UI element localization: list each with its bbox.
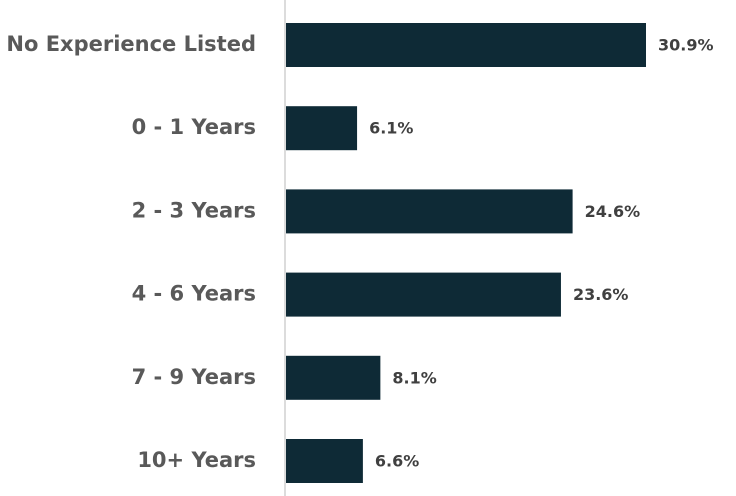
value-label: 30.9%: [658, 36, 714, 55]
bar: [286, 106, 358, 151]
category-label: 2 - 3 Years: [132, 198, 256, 222]
value-label: 24.6%: [585, 202, 641, 221]
bar: [286, 189, 573, 234]
category-label: 0 - 1 Years: [132, 115, 256, 139]
value-label: 8.1%: [392, 368, 436, 387]
value-label: 6.1%: [369, 119, 413, 138]
category-label: 4 - 6 Years: [132, 282, 256, 306]
bar: [286, 355, 381, 400]
value-label: 23.6%: [573, 285, 629, 304]
category-label: 7 - 9 Years: [132, 365, 256, 389]
category-label: No Experience Listed: [6, 32, 256, 56]
category-label: 10+ Years: [137, 448, 256, 472]
bar: [286, 23, 646, 67]
value-label: 6.6%: [375, 452, 419, 471]
bar: [286, 272, 561, 317]
bar: [286, 439, 363, 483]
